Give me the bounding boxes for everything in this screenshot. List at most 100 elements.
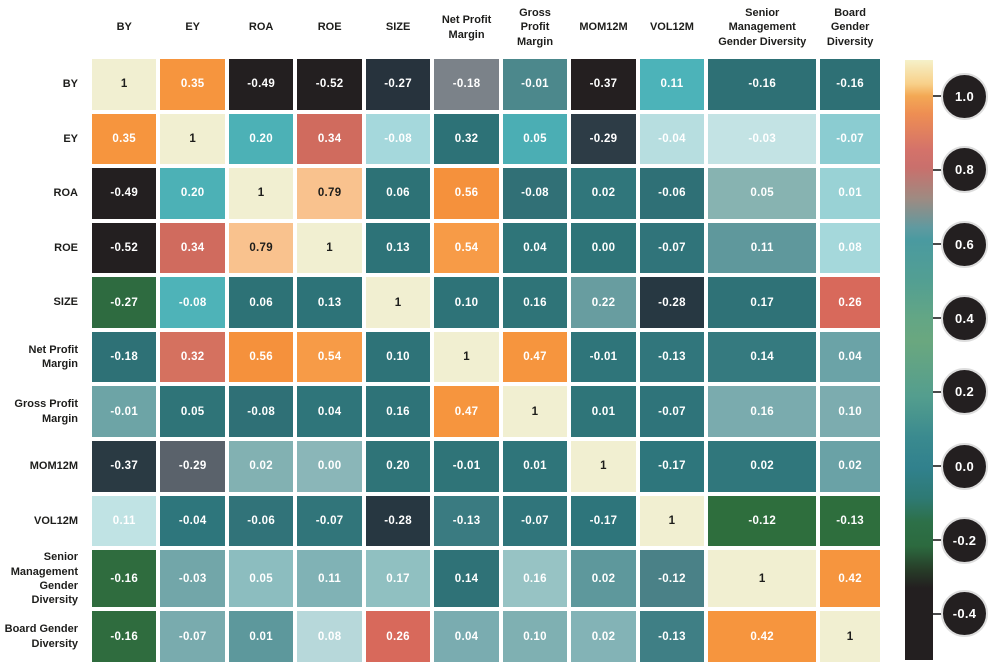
col-header: Board Gender Diversity bbox=[826, 7, 874, 48]
heatmap-cell: 0.16 bbox=[365, 386, 431, 438]
heatmap-cell: -0.01 bbox=[571, 331, 636, 383]
row-label: Gross Profit Margin bbox=[14, 398, 78, 425]
heatmap-cell: 0.11 bbox=[297, 550, 362, 608]
heatmap-cell: -0.37 bbox=[571, 59, 636, 110]
heatmap-cell: 0.14 bbox=[434, 550, 499, 608]
heatmap-cell: -0.13 bbox=[434, 495, 499, 547]
heatmap-cell: 0.01 bbox=[571, 386, 636, 438]
col-header: MOM12M bbox=[579, 21, 628, 34]
heatmap-cell: 0.02 bbox=[571, 168, 636, 219]
heatmap-cell: -0.13 bbox=[820, 495, 880, 547]
heatmap-cell: -0.28 bbox=[365, 495, 431, 547]
heatmap-grid: BY EY ROA ROE SIZE Net Profit Margin Gross Pro… bbox=[0, 0, 880, 662]
heatmap-cell: 0.06 bbox=[365, 168, 431, 219]
heatmap-cell: -0.01 bbox=[434, 441, 499, 492]
heatmap-cell: 0.16 bbox=[502, 277, 568, 328]
heatmap-cell: -0.07 bbox=[639, 386, 705, 438]
heatmap-cell: 1 bbox=[639, 495, 705, 547]
heatmap-cell: 1 bbox=[365, 277, 431, 328]
heatmap-cell: -0.01 bbox=[92, 386, 157, 438]
heatmap-cell: 0.10 bbox=[434, 277, 499, 328]
col-header: BY bbox=[116, 21, 132, 34]
heatmap-cell: 0.05 bbox=[502, 113, 568, 165]
heatmap-cell: 0.02 bbox=[708, 441, 817, 492]
heatmap-cell: 1 bbox=[160, 113, 225, 165]
heatmap-cell: -0.08 bbox=[228, 386, 294, 438]
row-label: BY bbox=[62, 78, 78, 91]
colorbar-tick-label: 0.2 bbox=[941, 368, 988, 416]
heatmap-cell: 0.20 bbox=[160, 168, 225, 219]
heatmap-cell: 0.22 bbox=[571, 277, 636, 328]
heatmap-cell: 0.79 bbox=[228, 222, 294, 274]
heatmap-cell: -0.12 bbox=[639, 550, 705, 608]
heatmap-cell: -0.16 bbox=[708, 59, 817, 110]
heatmap-cell: 0.34 bbox=[160, 222, 225, 274]
heatmap-cell: 0.56 bbox=[434, 168, 499, 219]
heatmap-cell: -0.13 bbox=[639, 611, 705, 662]
heatmap-cell: 0.02 bbox=[571, 611, 636, 662]
heatmap-cell: 0.02 bbox=[228, 441, 294, 492]
heatmap-cell: 0.20 bbox=[228, 113, 294, 165]
heatmap-cell: 1 bbox=[820, 611, 880, 662]
colorbar-tick bbox=[933, 168, 944, 171]
heatmap-cell: 0.17 bbox=[365, 550, 431, 608]
heatmap-cell: -0.28 bbox=[639, 277, 705, 328]
row-label: MOM12M bbox=[29, 460, 78, 473]
heatmap-cell: 0.11 bbox=[639, 59, 705, 110]
row-label: Board Gender Diversity bbox=[4, 623, 78, 650]
heatmap-cell: 0.35 bbox=[92, 113, 157, 165]
heatmap-cell: 1 bbox=[228, 168, 294, 219]
heatmap-cell: 0.47 bbox=[502, 331, 568, 383]
heatmap-cell: 0.35 bbox=[160, 59, 225, 110]
corner-spacer bbox=[0, 0, 88, 55]
col-header: ROA bbox=[248, 21, 274, 34]
colorbar-tick bbox=[933, 95, 944, 97]
heatmap-cell: -0.49 bbox=[228, 59, 294, 110]
heatmap-cell: -0.37 bbox=[92, 441, 157, 492]
heatmap-cell: 0.10 bbox=[502, 611, 568, 662]
row-label: VOL12M bbox=[33, 514, 78, 527]
heatmap-cell: 0.04 bbox=[297, 386, 362, 438]
heatmap-cell: -0.01 bbox=[502, 59, 568, 110]
colorbar-tick-label: 0.4 bbox=[941, 294, 988, 342]
colorbar-tick bbox=[933, 243, 944, 246]
heatmap-cell: 0.08 bbox=[297, 611, 362, 662]
col-header: EY bbox=[185, 21, 201, 34]
heatmap-cell: 1 bbox=[92, 59, 157, 110]
heatmap-cell: -0.13 bbox=[639, 331, 705, 383]
heatmap-cell: -0.07 bbox=[160, 611, 225, 662]
heatmap-cell: -0.18 bbox=[434, 59, 499, 110]
heatmap-cell: 0.47 bbox=[434, 386, 499, 438]
row-label: Net Profit Margin bbox=[28, 343, 79, 371]
heatmap-cell: -0.52 bbox=[92, 222, 157, 274]
col-header: Gross Profit Margin bbox=[516, 7, 554, 48]
heatmap-cell: 0.42 bbox=[708, 611, 817, 662]
heatmap-cell: -0.03 bbox=[160, 550, 225, 608]
heatmap-cell: -0.07 bbox=[820, 113, 880, 165]
colorbar-tick bbox=[933, 539, 944, 541]
heatmap-cell: -0.18 bbox=[92, 331, 157, 383]
heatmap-cell: -0.08 bbox=[160, 277, 225, 328]
heatmap-cell: 0.05 bbox=[708, 168, 817, 219]
heatmap-cell: -0.29 bbox=[160, 441, 225, 492]
heatmap-cell: 0.01 bbox=[502, 441, 568, 492]
heatmap-cell: 0.54 bbox=[434, 222, 499, 274]
heatmap-cell: 0.13 bbox=[365, 222, 431, 274]
col-header: SIZE bbox=[385, 21, 411, 34]
heatmap-cell: 0.32 bbox=[434, 113, 499, 165]
heatmap-cell: -0.06 bbox=[639, 168, 705, 219]
row-label: EY bbox=[63, 132, 78, 145]
heatmap-cell: -0.29 bbox=[571, 113, 636, 165]
heatmap-cell: 0.54 bbox=[297, 331, 362, 383]
heatmap-cell: 0.26 bbox=[820, 277, 880, 328]
heatmap-cell: 0.13 bbox=[297, 277, 362, 328]
heatmap-cell: 1 bbox=[502, 386, 568, 438]
heatmap-cell: -0.06 bbox=[228, 495, 294, 547]
heatmap-cell: 0.20 bbox=[365, 441, 431, 492]
colorbar-tick bbox=[933, 317, 944, 319]
heatmap-cell: -0.49 bbox=[92, 168, 157, 219]
col-header: Senior Management Gender Diversity bbox=[718, 7, 807, 48]
heatmap-cell: 1 bbox=[571, 441, 636, 492]
heatmap-cell: 0.26 bbox=[365, 611, 431, 662]
